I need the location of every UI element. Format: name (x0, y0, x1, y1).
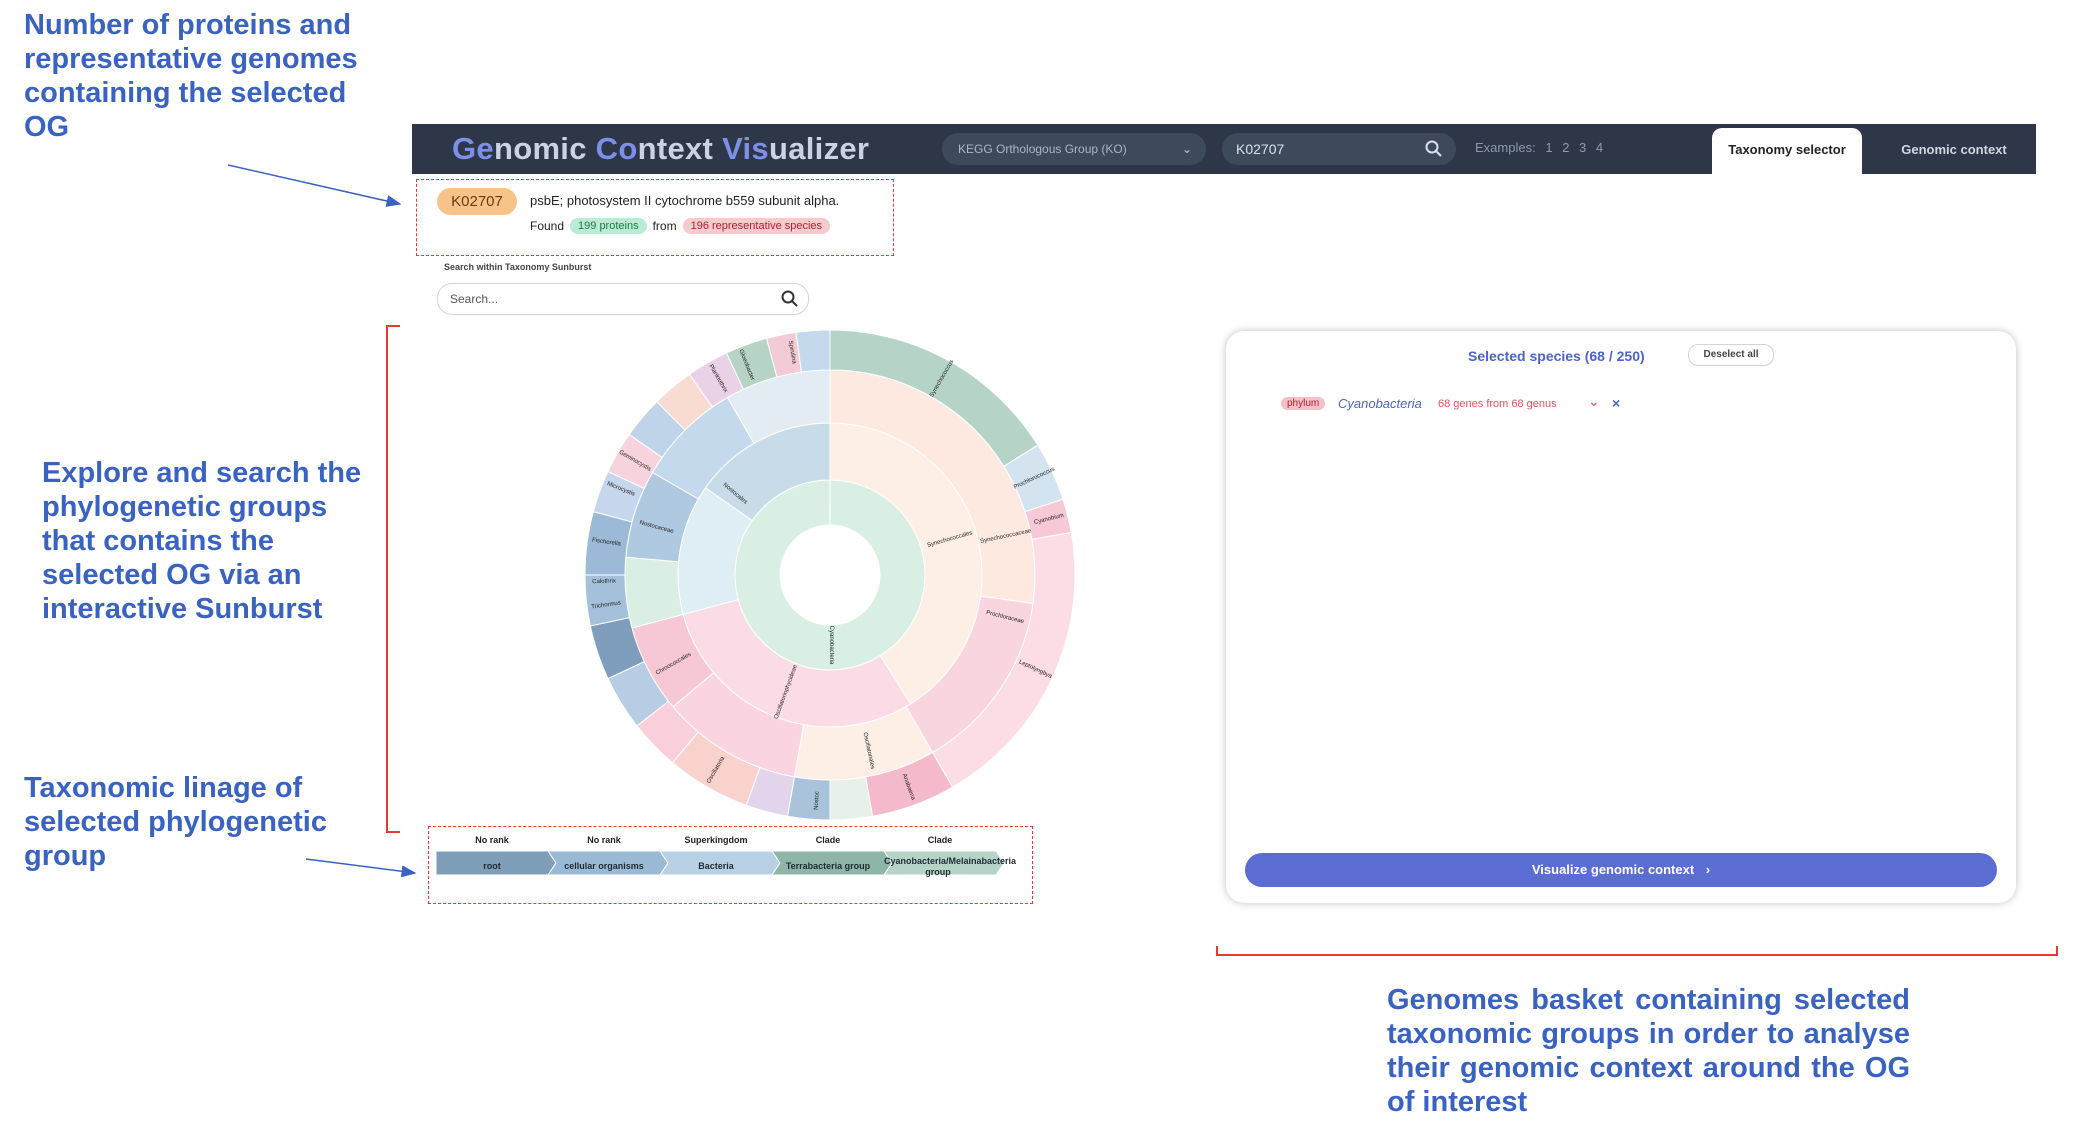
sunburst-label: Trichormus (591, 600, 621, 610)
basket-species-genes: 68 genes from 68 genus (1438, 398, 1557, 410)
annotation-explore: Explore and search the phylogenetic grou… (42, 457, 362, 625)
example-link[interactable]: 3 (1579, 140, 1587, 155)
sunburst-label: Cyanobacteria (828, 626, 834, 665)
logo-part: Ge (452, 131, 494, 166)
sunburst-label: Spirulina (787, 340, 797, 365)
example-link[interactable]: 2 (1562, 140, 1570, 155)
examples: Examples: 1 2 3 4 (1475, 140, 1609, 155)
example-link[interactable]: 1 (1545, 140, 1553, 155)
arrow-lineage (305, 858, 417, 878)
species-count-badge: 196 representative species (682, 218, 831, 234)
remove-icon[interactable]: × (1612, 395, 1621, 411)
lineage-rank: Clade (927, 835, 953, 845)
sunburst-bracket (386, 325, 400, 833)
chevron-right-icon: › (1705, 862, 1711, 877)
logo-part: nomic (493, 131, 596, 166)
lineage-chevrons (436, 851, 1005, 876)
lineage-rank: No rank (587, 835, 621, 845)
lineage-item[interactable]: Cyanobacteria/Melainabacteria group (884, 856, 1017, 877)
og-search-value: K02707 (1236, 141, 1285, 157)
lineage-item[interactable]: Bacteria (698, 861, 734, 871)
lineage-rank: No rank (475, 835, 509, 845)
logo-part: Co (595, 131, 638, 166)
basket-species-name: Cyanobacteria (1338, 396, 1422, 411)
examples-label: Examples: (1475, 140, 1536, 155)
lineage-chevron[interactable] (883, 851, 1005, 876)
lineage-rank: Clade (815, 835, 841, 845)
visualize-button-label: Visualize genomic context (1531, 862, 1695, 877)
from-label: from (652, 219, 677, 233)
logo-part: ntext (637, 131, 723, 166)
found-label: Found (530, 219, 565, 233)
proteins-count-badge: 199 proteins (570, 218, 647, 234)
annotation-og-count: Number of proteins and representative ge… (24, 9, 358, 143)
genomes-basket: Selected species (68 / 250) Deselect all… (1226, 331, 2016, 903)
annotation-lineage: Taxonomic linage of selected phylogeneti… (24, 772, 327, 872)
sunburst-label: Nostoc (814, 791, 821, 810)
sunburst-search-input[interactable]: Search... (437, 283, 809, 315)
basket-title: Selected species (68 / 250) (1468, 348, 1645, 364)
og-info-highlight (416, 179, 894, 256)
lineage-item[interactable]: cellular organisms (564, 861, 644, 871)
og-type-label: KEGG Orthologous Group (KO) (958, 142, 1127, 156)
arrow-og (227, 164, 402, 207)
logo-part: Vis (722, 131, 769, 166)
lineage-highlight (428, 826, 1033, 904)
og-found-summary: Found 199 proteins from 196 representati… (530, 218, 831, 234)
sunburst-label: Calothrix (592, 578, 616, 585)
lineage-item[interactable]: Terrabacteria group (785, 861, 871, 871)
og-description: psbE; photosystem II cytochrome b559 sub… (530, 193, 840, 208)
lineage-item[interactable]: root (483, 861, 501, 871)
app-logo: Genomic Context Visualizer (452, 131, 869, 167)
sunburst-label: Fischerella (592, 538, 622, 548)
logo-part: ualizer (768, 131, 870, 166)
taxonomy-sunburst[interactable]: CyanobacteriaSynechococcalesOscillatorio… (585, 330, 1075, 820)
rank-badge: phylum (1281, 397, 1326, 410)
example-link[interactable]: 4 (1595, 140, 1604, 155)
sunburst-segment[interactable] (786, 776, 831, 820)
search-icon[interactable] (1424, 139, 1444, 159)
lineage-rank: Superkingdom (684, 835, 748, 845)
sunburst-segment[interactable] (829, 776, 874, 820)
visualize-genomic-context-button[interactable]: Visualize genomic context › (1245, 853, 1997, 887)
annotation-basket: Genomes basket containing selected taxon… (1387, 984, 1910, 1118)
sunburst-search-placeholder: Search... (450, 292, 499, 306)
sunburst-search-label: Search within Taxonomy Sunburst (444, 262, 592, 272)
og-type-select[interactable]: KEGG Orthologous Group (KO) ⌄ (942, 133, 1206, 165)
tab-genomic-context[interactable]: Genomic context (1901, 142, 2007, 157)
basket-bracket (1216, 946, 2058, 956)
chevron-down-icon: ⌄ (1181, 142, 1192, 156)
lineage-breadcrumb: No rank No rank Superkingdom Clade Clade… (436, 835, 1017, 885)
deselect-all-button[interactable]: Deselect all (1688, 344, 1774, 366)
expand-chevron-icon[interactable]: ⌄ (1588, 393, 1600, 409)
app-header: Genomic Context Visualizer KEGG Ortholog… (412, 124, 2036, 174)
og-id-badge: K02707 (437, 188, 517, 215)
sunburst-segment[interactable] (795, 330, 831, 373)
tab-taxonomy-selector[interactable]: Taxonomy selector (1712, 128, 1862, 174)
search-icon[interactable] (780, 289, 800, 309)
og-search-input[interactable]: K02707 (1222, 133, 1456, 165)
